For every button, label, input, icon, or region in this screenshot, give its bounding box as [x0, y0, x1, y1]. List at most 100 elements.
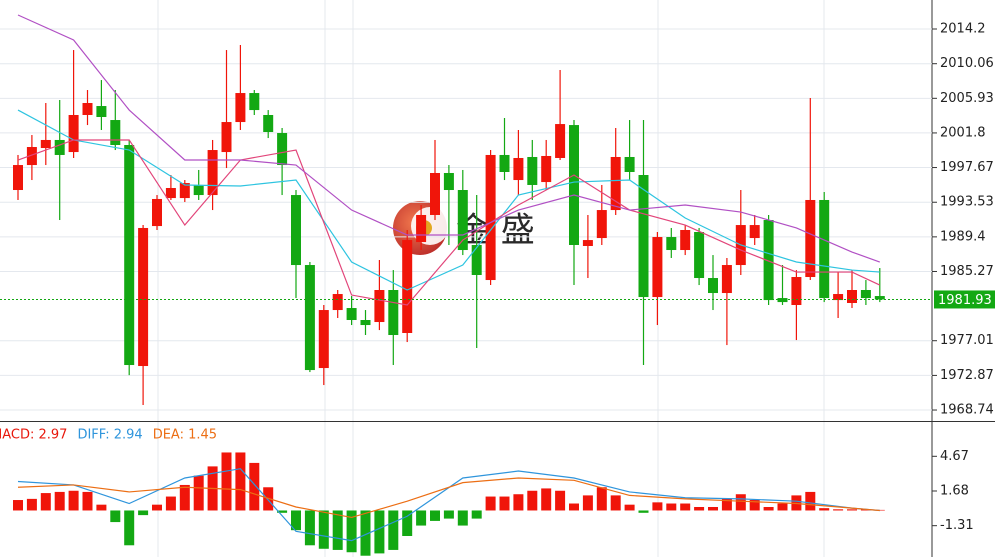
candle-body: [555, 124, 566, 158]
candle-body: [860, 290, 871, 299]
macd-bar: [388, 510, 399, 550]
y-tick-label: 1985.27: [940, 264, 994, 279]
candle-body: [360, 320, 371, 326]
macd-bar: [735, 494, 746, 511]
candle-body: [541, 155, 552, 183]
macd-bar: [513, 494, 524, 511]
candle-body: [680, 229, 691, 251]
candle-body: [749, 225, 760, 239]
last-price-label: 1981.93: [938, 293, 992, 308]
candle-body: [457, 190, 468, 251]
candle-body: [138, 227, 149, 367]
candle-body: [110, 120, 121, 146]
indicator-line: [17, 468, 880, 542]
candle-body: [874, 296, 885, 300]
legend-label: DEA: 1.45: [153, 428, 217, 443]
macd-bar: [26, 498, 37, 511]
candle-body: [847, 290, 857, 303]
y-tick-label: 1993.53: [940, 195, 994, 210]
candle-body: [263, 114, 274, 133]
y-tick-label: 2014.2: [940, 22, 986, 37]
y-tick-label: 1997.67: [940, 160, 994, 175]
macd-bar: [638, 510, 649, 513]
y-tick-label: 1968.74: [940, 403, 994, 418]
candle-body: [624, 156, 635, 172]
macd-bar: [416, 510, 427, 526]
candle-body: [708, 278, 718, 294]
candle-body: [249, 93, 260, 111]
macd-bar: [833, 509, 844, 511]
candle-body: [666, 237, 677, 251]
macd-bar: [569, 503, 579, 511]
macd-bar: [555, 490, 566, 511]
candle-body: [694, 232, 705, 279]
macd-bar: [596, 487, 607, 511]
macd-bar: [652, 502, 663, 511]
candle-body: [430, 172, 440, 215]
candle-body: [805, 199, 816, 278]
y-tick-label: 1972.87: [940, 368, 994, 383]
candle-body: [402, 240, 413, 333]
candle-body: [26, 147, 37, 166]
macd-bar: [749, 500, 760, 511]
macd-bar: [221, 452, 232, 511]
macd-bar: [499, 496, 510, 511]
macd-bar: [235, 452, 246, 511]
candle-body: [193, 184, 204, 196]
macd-bar: [332, 510, 343, 550]
macd-bar: [360, 510, 371, 556]
candle-body: [582, 240, 593, 246]
candle-body: [152, 198, 162, 227]
candle-body: [235, 93, 246, 123]
candle-body: [96, 106, 107, 118]
macd-bar: [527, 490, 538, 511]
candle-body: [721, 265, 732, 294]
candle-body: [388, 290, 399, 336]
macd-bar: [304, 510, 315, 546]
macd-bar: [694, 506, 705, 511]
candle-body: [277, 133, 288, 166]
macd-bar: [152, 504, 162, 511]
macd-bar: [110, 510, 121, 523]
macd-bar: [124, 510, 135, 546]
macd-bar: [402, 510, 413, 537]
candle-body: [291, 195, 301, 266]
macd-bar: [805, 491, 816, 511]
macd-bar: [374, 510, 385, 554]
candle-body: [819, 199, 830, 299]
macd-bar: [82, 491, 93, 511]
macd-bar: [819, 508, 830, 511]
macd-bar: [13, 500, 23, 511]
candle-body: [304, 265, 315, 371]
candle-body: [485, 154, 496, 281]
macd-bar: [666, 503, 677, 511]
macd-bar: [610, 495, 621, 511]
macd-bar: [471, 510, 482, 519]
legend-label: DIFF: 2.94: [77, 428, 142, 443]
candle-body: [346, 308, 357, 321]
indicator-line: [17, 139, 881, 306]
indicator-line: [17, 14, 881, 263]
macd-bar: [165, 496, 176, 511]
candle-body: [332, 294, 343, 311]
macd-bar: [541, 488, 552, 511]
macd-bar: [847, 509, 857, 511]
candle-body: [416, 214, 427, 243]
candle-body: [527, 156, 538, 185]
legend-label: MACD: 2.97: [0, 428, 67, 443]
candle-body: [763, 220, 774, 301]
candle-body: [221, 122, 232, 153]
candle-body: [82, 103, 93, 115]
candle-body: [499, 154, 510, 172]
indicator-line: [17, 109, 880, 291]
last-price-box: [934, 290, 995, 309]
indicator-line: [17, 477, 880, 519]
candle-body: [513, 157, 524, 181]
candle-body: [179, 183, 190, 199]
y-tick-label: 1977.01: [940, 333, 994, 348]
candle-body: [54, 139, 65, 155]
macd-bar: [708, 506, 718, 511]
candle-body: [652, 237, 663, 298]
macd-bar: [277, 510, 288, 513]
